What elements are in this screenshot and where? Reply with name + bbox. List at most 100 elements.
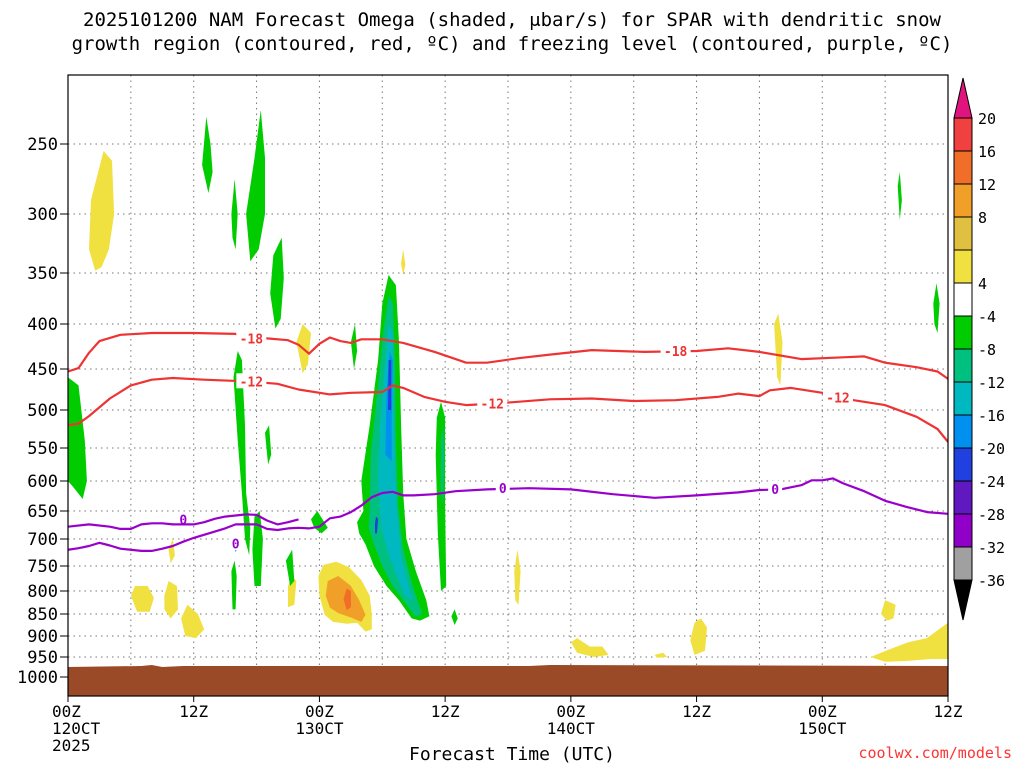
colorbar-label: -36	[978, 572, 1005, 590]
colorbar-swatch	[953, 249, 973, 284]
shade-upper-1	[89, 151, 115, 271]
terrain-surface	[68, 665, 948, 696]
shade-low-6	[514, 549, 521, 605]
shade-green-3	[231, 179, 238, 250]
shade-descent-max	[343, 588, 351, 611]
colorbar-label: 16	[978, 143, 996, 161]
y-tick-label: 950	[27, 648, 58, 668]
shade-green-5	[270, 237, 284, 329]
shade-teal-13	[441, 425, 445, 505]
colorbar-swatch	[953, 216, 973, 251]
contour-label-bg	[477, 395, 508, 411]
shade-green-upper-1	[897, 172, 902, 220]
y-tick-label: 450	[27, 360, 58, 380]
plot-background	[68, 75, 948, 696]
contour-label-bg	[236, 373, 267, 389]
shade-green-14	[451, 609, 458, 625]
contour-line	[68, 331, 948, 380]
x-tick-label: 00Z	[556, 702, 585, 721]
x-tick-label: 130CT	[295, 719, 344, 738]
colorbar-label: -20	[978, 440, 1005, 458]
contour-label-bg	[660, 343, 691, 358]
colorbar-swatch	[953, 282, 973, 317]
colorbar-triangle-top	[953, 77, 973, 119]
x-tick-label: 12Z	[934, 702, 963, 721]
shade-green-1	[68, 377, 87, 499]
colorbar-label: -24	[978, 473, 1005, 491]
shade-green-15	[933, 283, 940, 333]
x-tick-label: 150CT	[798, 719, 847, 738]
colorbar-label: -32	[978, 539, 1005, 557]
y-tick-label: 500	[27, 401, 58, 421]
colorbar-swatch	[953, 513, 973, 548]
contour-label: 0	[499, 482, 507, 497]
colorbar-swatch	[953, 381, 973, 416]
colorbar-swatch	[953, 414, 973, 449]
y-tick-label: 550	[27, 439, 58, 459]
chart-title-line2: growth region (contoured, red, ºC) and f…	[71, 33, 953, 55]
colorbar-label: -12	[978, 374, 1005, 392]
x-tick-label: 00Z	[305, 702, 334, 721]
contour-label: 0	[179, 513, 187, 528]
colorbar-label: 8	[978, 209, 987, 227]
x-tick-label: 140CT	[547, 719, 596, 738]
contour-label: -18	[240, 332, 264, 347]
shade-green-10	[285, 549, 295, 586]
shade-low-10	[881, 600, 896, 621]
y-tick-label: 900	[27, 627, 58, 647]
contour-line	[68, 477, 948, 552]
temperature-contours: -18 -18 -12 -12 -12 0 0 0 0	[68, 330, 948, 552]
colorbar-swatch	[953, 480, 973, 515]
shade-green-4	[246, 110, 265, 262]
contour-label: -12	[826, 392, 849, 407]
x-tick-label: 12Z	[431, 702, 460, 721]
chart-title-line1: 2025101200 NAM Forecast Omega (shaded, μ…	[83, 9, 941, 31]
x-tick-label: 12Z	[682, 702, 711, 721]
site-credit: coolwx.com/models	[858, 744, 1012, 762]
colorbar-label: 4	[978, 275, 987, 293]
contour-label: 0	[771, 483, 779, 498]
shade-low-8	[654, 652, 668, 658]
y-tick-label: 1000	[17, 668, 58, 688]
shade-green-8	[252, 511, 263, 586]
shade-plume-teal	[368, 295, 423, 617]
y-tick-label: 800	[27, 582, 58, 602]
y-tick-label: 650	[27, 502, 58, 522]
y-tick-label: 250	[27, 135, 58, 155]
shade-green-6	[233, 351, 251, 556]
colorbar-swatch	[953, 183, 973, 218]
colorbar: 20 16 12 8 4 -4 -8 -12 -16 -20 -24 -28 -32 -36	[953, 77, 1005, 621]
shade-plume-blue-low	[375, 516, 379, 534]
shade-green-11	[350, 324, 358, 369]
x-tick-label: 12Z	[179, 702, 208, 721]
colorbar-label: -4	[978, 308, 996, 326]
colorbar-label: 12	[978, 176, 996, 194]
shade-low-1	[130, 586, 154, 612]
y-tick-label: 850	[27, 605, 58, 625]
shade-plume-blue	[388, 360, 392, 410]
colorbar-label: -28	[978, 506, 1005, 524]
contour-label-bg	[768, 480, 783, 496]
contour-line	[68, 376, 948, 443]
colorbar-swatch	[953, 150, 973, 185]
x-tick-label: 00Z	[808, 702, 837, 721]
x-tick-label: 2025	[52, 736, 91, 755]
shade-low-11	[870, 622, 948, 662]
contour-label-bg	[176, 511, 191, 527]
y-tick-label: 300	[27, 205, 58, 225]
x-tick-label: 120CT	[52, 719, 101, 738]
shade-low-2	[164, 581, 178, 619]
colorbar-swatch	[953, 546, 973, 581]
x-axis-label: Forecast Time (UTC)	[409, 744, 615, 765]
y-tick-label: 600	[27, 472, 58, 492]
contour-label-bg	[495, 480, 510, 496]
colorbar-swatch	[953, 117, 973, 152]
shade-green-7	[231, 560, 237, 610]
contour-label: 0	[232, 537, 240, 552]
contour-label: -18	[664, 345, 688, 360]
y-axis-ticks: 2503003504004505005506006507007508008509…	[17, 135, 68, 688]
shade-green-2	[202, 116, 213, 193]
contour-line	[68, 513, 299, 530]
